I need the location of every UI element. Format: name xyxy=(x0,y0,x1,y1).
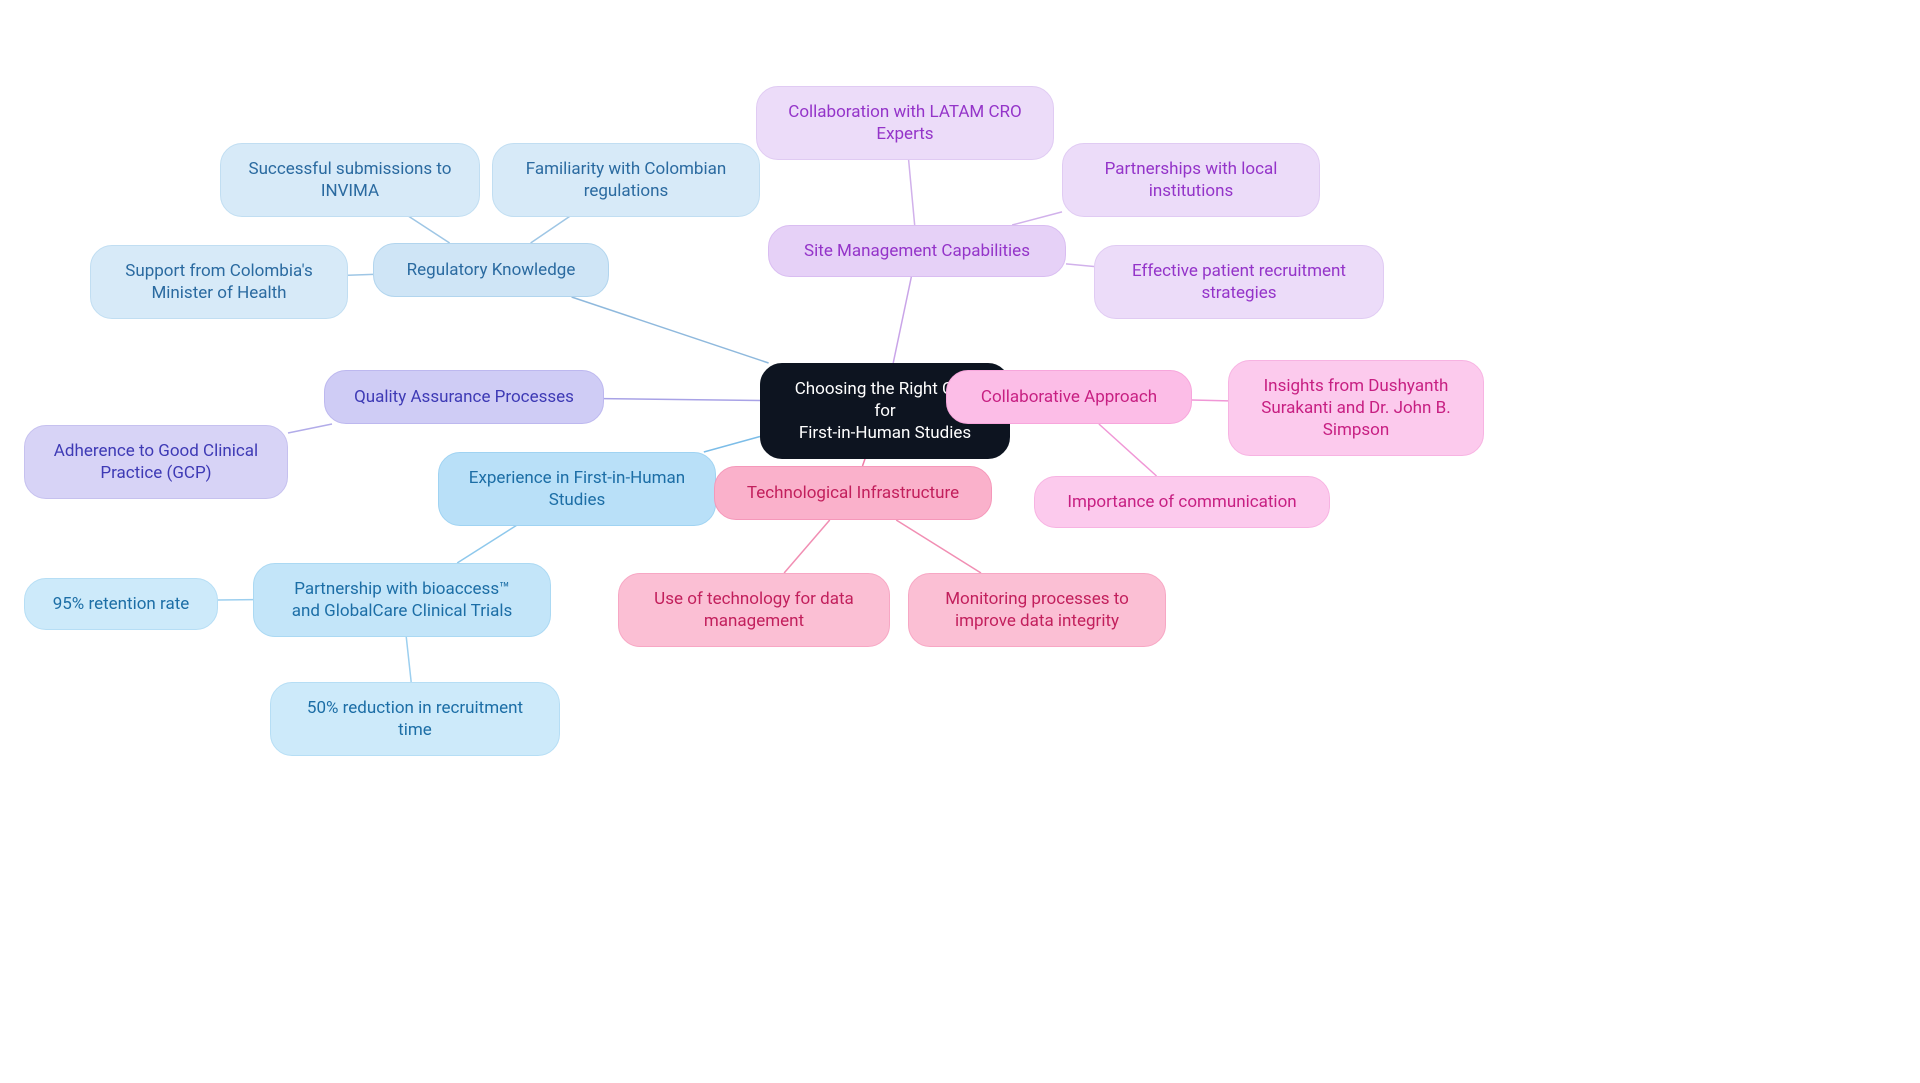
node-qap: Quality Assurance Processes xyxy=(324,370,604,424)
edge xyxy=(893,275,912,363)
node-monitor: Monitoring processes to improve data int… xyxy=(908,573,1166,647)
node-label-qap: Quality Assurance Processes xyxy=(354,386,574,408)
node-label-insights: Insights from Dushyanth Surakanti and Dr… xyxy=(1261,375,1450,441)
node-sitemgmt: Site Management Capabilities xyxy=(768,225,1066,277)
node-commun: Importance of communication xyxy=(1034,476,1330,528)
edge xyxy=(908,156,914,225)
node-label-famreg: Familiarity with Colombian regulations xyxy=(526,158,727,202)
edge xyxy=(1066,264,1094,267)
mindmap-canvas: Choosing the Right CRO for First-in-Huma… xyxy=(0,0,1920,1083)
node-recruit: Effective patient recruitment strategies xyxy=(1094,245,1384,319)
node-label-tech: Technological Infrastructure xyxy=(747,482,959,504)
edge xyxy=(896,520,981,573)
node-label-sitemgmt: Site Management Capabilities xyxy=(804,240,1030,262)
node-label-invima: Successful submissions to INVIMA xyxy=(248,158,451,202)
node-regknow: Regulatory Knowledge xyxy=(373,243,609,297)
edge xyxy=(348,274,373,275)
node-label-monitor: Monitoring processes to improve data int… xyxy=(945,588,1129,632)
node-label-latam: Collaboration with LATAM CRO Experts xyxy=(788,101,1021,145)
node-partner: Partnership with bioaccess™ and GlobalCa… xyxy=(253,563,551,637)
node-label-recruit: Effective patient recruitment strategies xyxy=(1132,260,1346,304)
edge xyxy=(288,424,332,433)
node-famreg: Familiarity with Colombian regulations xyxy=(492,143,760,217)
edge xyxy=(704,436,760,452)
edge xyxy=(1012,212,1062,225)
edge xyxy=(531,213,575,243)
edge xyxy=(457,522,522,563)
edge xyxy=(406,633,411,682)
node-tech: Technological Infrastructure xyxy=(714,466,992,520)
node-label-reduction: 50% reduction in recruitment time xyxy=(307,697,523,741)
node-datamgmt: Use of technology for data management xyxy=(618,573,890,647)
node-collab: Collaborative Approach xyxy=(946,370,1192,424)
node-label-expfih: Experience in First-in-Human Studies xyxy=(469,467,685,511)
node-label-regknow: Regulatory Knowledge xyxy=(407,259,576,281)
node-latam: Collaboration with LATAM CRO Experts xyxy=(756,86,1054,160)
node-insights: Insights from Dushyanth Surakanti and Dr… xyxy=(1228,360,1484,456)
edge xyxy=(404,213,450,243)
node-label-partlocal: Partnerships with local institutions xyxy=(1105,158,1278,202)
node-retention: 95% retention rate xyxy=(24,578,218,630)
node-label-commun: Importance of communication xyxy=(1067,491,1296,513)
node-supporthealth: Support from Colombia's Minister of Heal… xyxy=(90,245,348,319)
node-reduction: 50% reduction in recruitment time xyxy=(270,682,560,756)
edge xyxy=(1192,400,1228,401)
node-label-retention: 95% retention rate xyxy=(53,593,190,615)
node-invima: Successful submissions to INVIMA xyxy=(220,143,480,217)
edge xyxy=(572,297,769,363)
node-label-supporthealth: Support from Colombia's Minister of Heal… xyxy=(125,260,312,304)
node-partlocal: Partnerships with local institutions xyxy=(1062,143,1320,217)
node-label-partner: Partnership with bioaccess™ and GlobalCa… xyxy=(292,578,513,622)
edge xyxy=(784,520,830,573)
node-label-gcp: Adherence to Good Clinical Practice (GCP… xyxy=(54,440,258,484)
node-label-datamgmt: Use of technology for data management xyxy=(654,588,854,632)
node-label-collab: Collaborative Approach xyxy=(981,386,1157,408)
node-gcp: Adherence to Good Clinical Practice (GCP… xyxy=(24,425,288,499)
node-expfih: Experience in First-in-Human Studies xyxy=(438,452,716,526)
edge xyxy=(1099,424,1157,476)
edge xyxy=(604,399,760,401)
